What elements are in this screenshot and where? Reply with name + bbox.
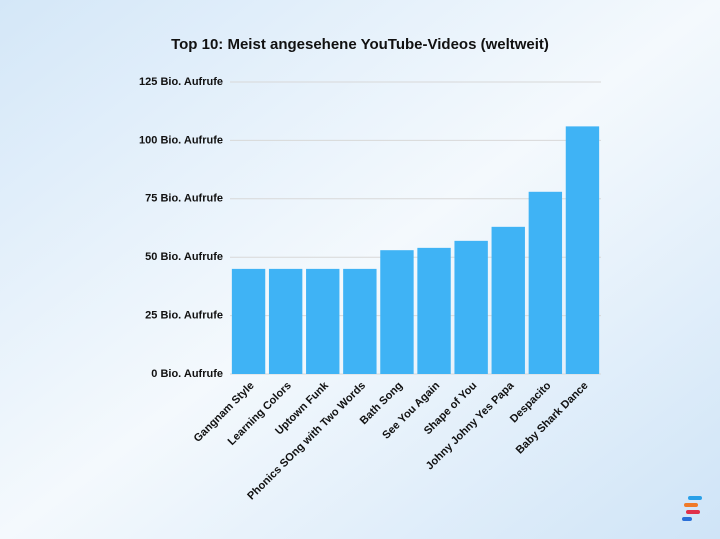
bar <box>565 126 600 374</box>
bar <box>231 268 266 374</box>
bar <box>417 247 451 374</box>
bar <box>491 226 525 374</box>
logo <box>682 496 702 521</box>
chart-title: Top 10: Meist angesehene YouTube-Videos … <box>171 36 549 53</box>
bar <box>343 268 377 374</box>
bar <box>306 268 340 374</box>
y-tick-label: 50 Bio. Aufrufe <box>145 251 223 263</box>
y-tick-label: 125 Bio. Aufrufe <box>139 76 223 88</box>
bar <box>528 191 563 374</box>
bar <box>380 250 414 374</box>
y-tick-label: 25 Bio. Aufrufe <box>145 310 223 322</box>
y-tick-label: 0 Bio. Aufrufe <box>151 368 223 380</box>
y-tick-label: 100 Bio. Aufrufe <box>139 134 223 146</box>
bar <box>268 268 303 374</box>
y-tick-label: 75 Bio. Aufrufe <box>145 193 223 205</box>
bar <box>454 240 488 374</box>
